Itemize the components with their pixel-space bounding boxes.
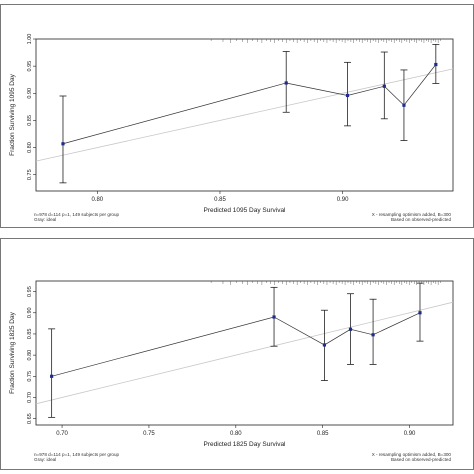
y-tick-label: 0.75	[27, 169, 33, 180]
data-point	[402, 103, 406, 107]
ideal-line	[35, 68, 454, 162]
y-tick-label: 0.75	[27, 371, 33, 382]
x-tick-label: 0.70	[56, 431, 68, 437]
x-tick-label: 0.85	[317, 431, 329, 437]
data-point	[322, 343, 327, 347]
plot-frame	[35, 280, 454, 426]
y-tick-label: 0.90	[27, 88, 33, 99]
y-axis-label: Fraction Surviving 1095 Day	[9, 73, 16, 155]
x-tick-label: 0.80	[91, 197, 103, 203]
x-tick-label: 0.80	[230, 431, 242, 437]
y-tick-label: 0.85	[27, 115, 33, 126]
data-point	[345, 93, 350, 98]
data-point	[284, 81, 288, 85]
y-tick-label: 0.70	[27, 392, 33, 403]
footnote-right-line-1: X - resampling optimism added, B=300	[371, 452, 451, 457]
y-tick-label: 0.95	[27, 61, 33, 72]
y-tick-label: 1.00	[27, 34, 33, 45]
footnote-right-1825: X - resampling optimism added, B=300 Bas…	[372, 452, 451, 463]
calibration-plot-1825: 0.70 0.75 0.80 0.85 0.90 0.65 0.70 0.75 0.80 0.85…	[9, 280, 454, 448]
data-point	[348, 327, 353, 331]
y-tick-label: 0.65	[27, 413, 33, 424]
y-tick-label: 0.85	[27, 329, 33, 340]
data-point	[50, 374, 54, 378]
footnote-left-line-1: n=978 d=114 p=1, 149 subjects per group	[34, 452, 120, 457]
observed-line	[51, 312, 421, 377]
calibration-panel-1825: 0.70 0.75 0.80 0.85 0.90 0.65 0.70 0.75 0.80 0.85…	[0, 238, 474, 470]
y-tick-label: 0.80	[27, 142, 33, 153]
footnote-left-line-2: Gray: ideal	[34, 217, 57, 223]
calibration-plot-1095: 0.80 0.85 0.90 0.75 0.80 0.85 0.90 0.95 1.00 Pred…	[9, 34, 454, 214]
data-point	[434, 62, 438, 67]
footnote-left-1095: n=978 d=114 p=1, 149 subjects per group …	[34, 212, 119, 223]
y-axis-label: Fraction Surviving 1825 Day	[9, 311, 16, 393]
data-point	[61, 142, 65, 146]
footnote-left-line-1: n=978 d=114 p=1, 149 subjects per group	[34, 212, 120, 217]
data-point	[382, 84, 386, 88]
x-tick-label: 0.90	[337, 197, 349, 203]
x-tick-label: 0.75	[143, 431, 155, 437]
x-tick-label: 0.85	[214, 197, 226, 203]
x-axis-label: Predicted 1825 Day Survival	[203, 441, 286, 448]
footnote-left-line-2: Gray: ideal	[34, 457, 57, 463]
y-tick-label: 0.80	[27, 350, 33, 361]
calibration-panel-1095: 0.80 0.85 0.90 0.75 0.80 0.85 0.90 0.95 1.00 Pred…	[0, 4, 474, 228]
footnote-right-line-2: Based on observed-predicted	[390, 217, 451, 223]
y-tick-label: 0.95	[27, 286, 33, 297]
data-point	[418, 311, 422, 315]
x-tick-label: 0.90	[404, 431, 416, 437]
plot-frame	[35, 38, 454, 192]
footnote-left-1825: n=978 d=114 p=1, 149 subjects per group …	[34, 452, 119, 463]
x-axis-label: Predicted 1095 Day Survival	[203, 207, 286, 214]
data-point	[272, 315, 276, 319]
y-tick-label: 0.90	[27, 307, 33, 318]
observed-line	[62, 64, 437, 145]
footnote-right-line-1: X - resampling optimism added, B=300	[371, 212, 451, 217]
data-point	[371, 333, 375, 337]
footnote-right-line-2: Based on observed-predicted	[390, 457, 451, 463]
ideal-line	[35, 301, 454, 405]
footnote-right-1095: X - resampling optimism added, B=300 Bas…	[372, 212, 451, 223]
